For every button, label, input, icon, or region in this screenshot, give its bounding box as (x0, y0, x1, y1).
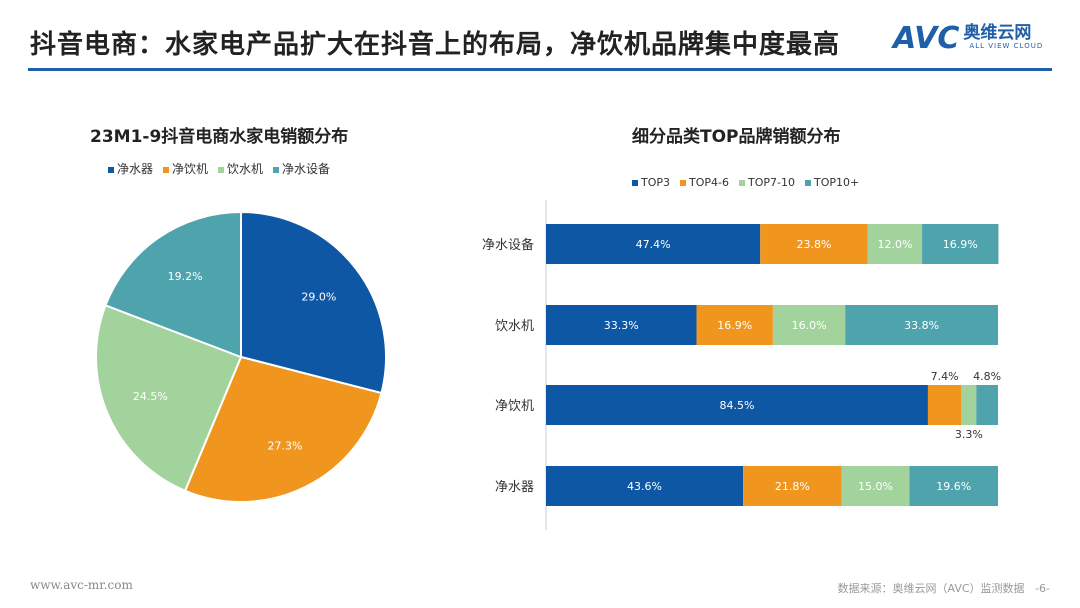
bar-segment (743, 466, 842, 506)
bar-legend: TOP3 TOP4-6 TOP7-10 TOP10+ (632, 176, 859, 189)
avc-logo: AVC 奥维云网 ALL VIEW CLOUD (893, 21, 1044, 56)
bar-data-label: 3.3% (955, 428, 983, 441)
pie-data-label: 27.3% (267, 439, 302, 452)
pie-slice-净水器 (240, 210, 387, 395)
bar-segment (546, 466, 744, 506)
bar-data-label: 23.8% (797, 238, 832, 251)
data-source: 数据来源：奥维云网（AVC）监测数据 -6- (837, 582, 1050, 595)
bar-segment (867, 224, 923, 264)
bar-segment (841, 466, 910, 506)
legend-item: 饮水机 (218, 160, 263, 177)
bar-segment (845, 305, 998, 345)
bar-data-label: 16.9% (717, 319, 752, 332)
category-label: 净水器 (495, 480, 534, 495)
bar-chart-title: 细分品类TOP品牌销额分布 (632, 127, 841, 147)
pie-chart: 29.0% 27.3% 24.5% 19.2% (95, 210, 387, 503)
bar-chart: 净水设备 47.4% 23.8% 12.0% 16.9% 饮水机 33.3% 16.9% 16.… (482, 200, 1001, 530)
legend-item: TOP3 (632, 176, 670, 189)
pie-chart-title: 23M1-9抖音电商水家电销额分布 (90, 127, 349, 147)
title-divider (28, 68, 1052, 71)
bar-data-label: 33.3% (604, 319, 639, 332)
bar-data-label: 47.4% (636, 238, 671, 251)
bar-segment (922, 224, 999, 264)
legend-item: TOP4-6 (680, 176, 729, 189)
legend-item: TOP7-10 (739, 176, 795, 189)
bar-data-label: 19.6% (936, 480, 971, 493)
category-label: 净水设备 (482, 237, 534, 253)
bar-data-label: 16.0% (792, 319, 827, 332)
bar-data-label: 16.9% (943, 238, 978, 251)
slide-title: 抖音电商：水家电产品扩大在抖音上的布局，净饮机品牌集中度最高 (30, 30, 841, 60)
bar-data-label: 15.0% (858, 480, 893, 493)
bar-segment (546, 385, 928, 425)
bar-segment (760, 224, 868, 264)
pie-data-label: 29.0% (301, 291, 336, 304)
page-number: -6- (1035, 582, 1050, 595)
category-label: 净饮机 (495, 399, 534, 414)
bar-data-label: 4.8% (973, 370, 1001, 383)
pie-legend: 净水器 净饮机 饮水机 净水设备 (108, 160, 330, 177)
legend-item: TOP10+ (804, 176, 859, 189)
bar-segment (546, 305, 697, 345)
legend-item: 净水设备 (273, 160, 330, 177)
bar-segment (927, 385, 962, 425)
bar-data-label: 12.0% (877, 238, 912, 251)
pie-slice-饮水机 (95, 304, 243, 493)
bar-segment (772, 305, 846, 345)
bar-segment (696, 305, 773, 345)
legend-item: 净水器 (108, 160, 153, 177)
category-label: 饮水机 (495, 319, 534, 334)
bar-data-label: 43.6% (627, 480, 662, 493)
pie-slice-净水设备 (104, 210, 242, 359)
bar-segment (976, 385, 998, 425)
bar-data-label: 84.5% (719, 399, 754, 412)
pie-data-label: 19.2% (168, 270, 203, 283)
pie-slice-净饮机 (183, 355, 383, 503)
bar-data-label: 33.8% (904, 319, 939, 332)
bar-segment (546, 224, 761, 264)
bar-segment (961, 385, 977, 425)
legend-item: 净饮机 (163, 160, 208, 177)
bar-data-label: 7.4% (931, 370, 959, 383)
website: www.avc-mr.com (30, 578, 133, 592)
bar-segment (909, 466, 998, 506)
pie-data-label: 24.5% (133, 390, 168, 403)
bar-data-label: 21.8% (775, 480, 810, 493)
